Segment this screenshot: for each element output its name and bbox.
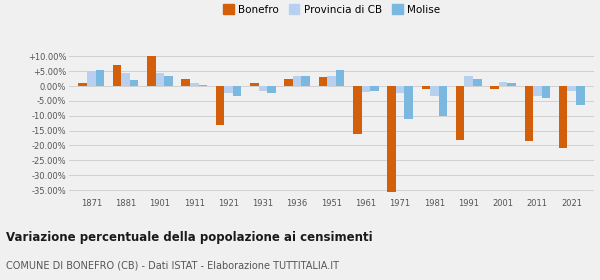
Bar	[164, 76, 173, 86]
Bar	[576, 86, 584, 105]
Bar	[113, 65, 121, 86]
Bar	[370, 86, 379, 90]
Bar	[301, 76, 310, 86]
Bar	[353, 86, 362, 134]
Bar	[259, 86, 267, 90]
Bar	[267, 86, 276, 94]
Bar	[508, 83, 516, 86]
Bar	[422, 86, 430, 89]
Bar	[130, 80, 139, 86]
Bar	[464, 76, 473, 86]
Bar	[568, 86, 576, 90]
Text: Variazione percentuale della popolazione ai censimenti: Variazione percentuale della popolazione…	[6, 231, 373, 244]
Text: COMUNE DI BONEFRO (CB) - Dati ISTAT - Elaborazione TUTTITALIA.IT: COMUNE DI BONEFRO (CB) - Dati ISTAT - El…	[6, 260, 339, 270]
Bar	[473, 79, 482, 86]
Bar	[533, 86, 542, 96]
Bar	[215, 86, 224, 125]
Bar	[79, 83, 87, 86]
Bar	[430, 86, 439, 96]
Bar	[362, 86, 370, 92]
Bar	[559, 86, 568, 148]
Bar	[121, 73, 130, 86]
Bar	[284, 79, 293, 86]
Bar	[499, 83, 508, 86]
Bar	[95, 70, 104, 86]
Bar	[319, 77, 327, 86]
Legend: Bonefro, Provincia di CB, Molise: Bonefro, Provincia di CB, Molise	[219, 0, 444, 19]
Bar	[233, 86, 241, 96]
Bar	[524, 86, 533, 141]
Bar	[396, 86, 404, 94]
Bar	[293, 76, 301, 86]
Bar	[439, 86, 448, 116]
Bar	[181, 79, 190, 86]
Bar	[336, 70, 344, 86]
Bar	[190, 83, 199, 86]
Bar	[404, 86, 413, 119]
Bar	[327, 76, 336, 86]
Bar	[155, 73, 164, 86]
Bar	[147, 56, 155, 86]
Bar	[542, 86, 550, 98]
Bar	[224, 86, 233, 94]
Bar	[387, 86, 396, 192]
Bar	[250, 83, 259, 86]
Bar	[456, 86, 464, 139]
Bar	[490, 86, 499, 89]
Bar	[199, 85, 207, 86]
Bar	[87, 71, 95, 86]
